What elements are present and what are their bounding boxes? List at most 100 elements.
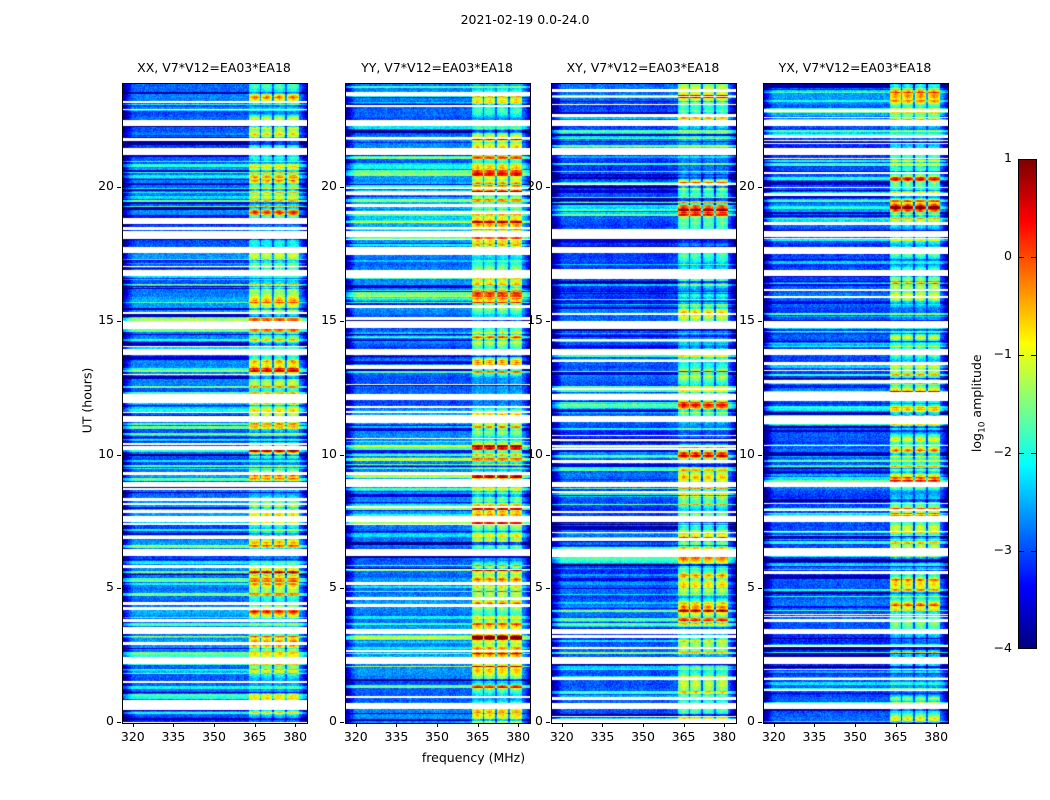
x-tick-label: 320 (343, 729, 368, 744)
colorbar-tick-label: −3 (993, 542, 1012, 557)
colorbar-tick-mark (1019, 453, 1024, 454)
y-tick-mark (340, 187, 344, 189)
y-tick-label: 10 (527, 445, 543, 461)
y-tick-label: 15 (98, 311, 114, 327)
colorbar-tick-label: 0 (1004, 248, 1012, 263)
x-tick-mark (602, 723, 604, 727)
y-tick-label: 10 (321, 445, 337, 461)
y-tick-mark (546, 588, 550, 590)
y-tick-label: 5 (106, 579, 114, 595)
y-tick-mark (340, 588, 344, 590)
x-tick-mark (773, 723, 775, 727)
panel-title-xy: XY, V7*V12=EA03*EA18 (566, 60, 720, 75)
y-tick-label: 5 (535, 579, 543, 595)
heatmap-panel-yx[interactable] (763, 83, 949, 724)
y-tick-mark (758, 187, 762, 189)
heatmap-panel-xx[interactable] (122, 83, 308, 724)
y-tick-mark (758, 722, 762, 723)
y-tick-mark (546, 722, 550, 723)
x-tick-mark (814, 723, 816, 727)
y-tick-label: 20 (321, 178, 337, 194)
figure-suptitle: 2021-02-19 0.0-24.0 (460, 12, 590, 27)
y-tick-label: 15 (739, 311, 755, 327)
x-tick-label: 320 (761, 729, 786, 744)
x-tick-label: 350 (202, 729, 226, 744)
colorbar-tick-label: −2 (993, 444, 1012, 459)
panel-title-yy: YY, V7*V12=EA03*EA18 (361, 60, 513, 75)
x-tick-mark (396, 723, 398, 727)
x-tick-label: 335 (802, 729, 827, 744)
y-tick-label: 20 (98, 178, 114, 194)
x-tick-label: 380 (506, 729, 531, 744)
x-tick-mark (895, 723, 897, 727)
colorbar-tick-mark (1031, 551, 1036, 552)
y-tick-label: 20 (527, 178, 543, 194)
y-tick-label: 0 (747, 713, 755, 728)
y-tick-mark (117, 187, 121, 189)
colorbar-tick-label: 1 (1004, 150, 1012, 165)
y-tick-label: 10 (98, 445, 114, 461)
colorbar[interactable] (1018, 159, 1037, 649)
colorbar-tick-mark (1019, 551, 1024, 552)
panel-title-xx: XX, V7*V12=EA03*EA18 (137, 60, 291, 75)
y-tick-mark (340, 454, 344, 456)
x-tick-mark (295, 723, 297, 727)
x-tick-mark (214, 723, 215, 727)
heatmap-panel-yy[interactable] (345, 83, 531, 724)
x-tick-label: 335 (161, 729, 186, 744)
x-tick-label: 350 (843, 729, 867, 744)
colorbar-tick-mark (1019, 257, 1024, 258)
y-tick-mark (546, 454, 550, 456)
y-tick-mark (758, 454, 762, 456)
y-tick-label: 15 (527, 311, 543, 327)
x-axis-label: frequency (MHz) (421, 750, 526, 765)
y-tick-mark (340, 722, 344, 723)
x-tick-label: 335 (384, 729, 409, 744)
colorbar-tick-mark (1031, 453, 1036, 454)
x-tick-mark (855, 723, 856, 727)
y-tick-mark (117, 320, 121, 322)
x-tick-mark (254, 723, 256, 727)
y-tick-mark (758, 320, 762, 322)
x-tick-label: 350 (631, 729, 655, 744)
y-tick-mark (117, 588, 121, 590)
x-tick-mark (643, 723, 644, 727)
colorbar-tick-mark (1031, 355, 1036, 356)
y-axis-label: UT (hours) (79, 367, 95, 433)
colorbar-tick-label: −4 (993, 640, 1012, 655)
x-tick-label: 380 (712, 729, 737, 744)
x-tick-label: 365 (465, 729, 490, 744)
colorbar-tick-label: −1 (993, 346, 1012, 361)
x-tick-mark (936, 723, 938, 727)
x-tick-label: 380 (924, 729, 949, 744)
x-tick-label: 365 (883, 729, 908, 744)
x-tick-mark (477, 723, 479, 727)
y-tick-mark (340, 320, 344, 322)
x-tick-label: 350 (425, 729, 449, 744)
y-tick-label: 20 (739, 178, 755, 194)
x-tick-mark (355, 723, 357, 727)
x-tick-mark (132, 723, 134, 727)
x-tick-mark (561, 723, 563, 727)
y-tick-mark (117, 722, 121, 723)
x-tick-label: 365 (242, 729, 267, 744)
y-tick-label: 15 (321, 311, 337, 327)
x-tick-mark (437, 723, 438, 727)
y-tick-label: 0 (106, 713, 114, 728)
x-tick-mark (683, 723, 685, 727)
x-tick-label: 320 (549, 729, 574, 744)
panel-title-yx: YX, V7*V12=EA03*EA18 (778, 60, 932, 75)
colorbar-tick-mark (1019, 355, 1024, 356)
colorbar-tick-mark (1031, 257, 1036, 258)
x-tick-mark (518, 723, 520, 727)
x-tick-label: 320 (120, 729, 145, 744)
x-tick-label: 365 (671, 729, 696, 744)
y-tick-label: 5 (747, 579, 755, 595)
y-tick-mark (546, 320, 550, 322)
x-tick-mark (724, 723, 726, 727)
y-tick-label: 0 (329, 713, 337, 728)
y-tick-label: 10 (739, 445, 755, 461)
heatmap-panel-xy[interactable] (551, 83, 737, 724)
y-tick-mark (117, 454, 121, 456)
